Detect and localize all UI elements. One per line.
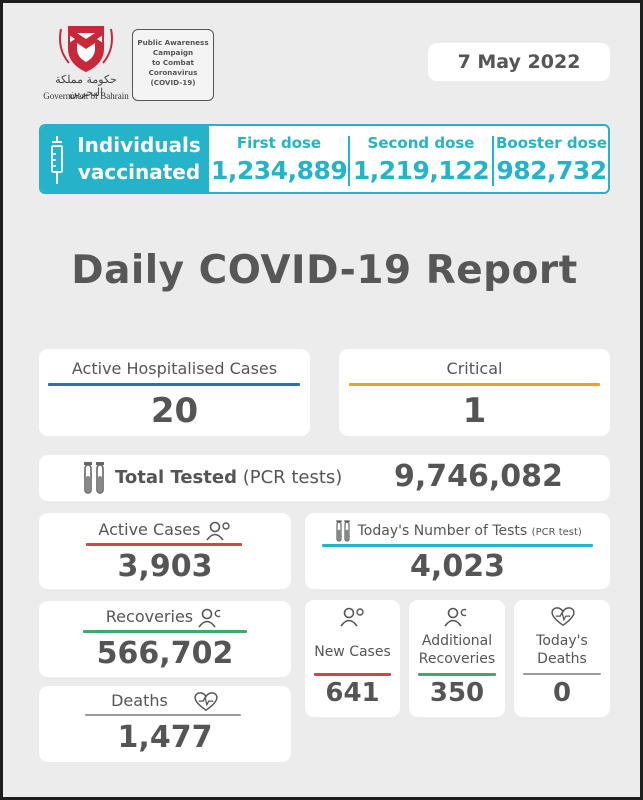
second-dose-label: Second dose (367, 134, 475, 152)
todays-tests-card: Today's Number of Tests (PCR test) 4,023 (305, 513, 610, 589)
deaths-card: Deaths 1,477 (39, 686, 291, 762)
first-dose-value: 1,234,889 (211, 156, 348, 185)
campaign-line: to Combat (151, 58, 194, 67)
vaccination-title-line2: vaccinated (77, 160, 201, 184)
heart-pulse-icon (194, 691, 218, 711)
recoveries-label: Recoveries (105, 607, 194, 626)
people-icon (198, 608, 221, 627)
todays-deaths-bar (523, 673, 601, 675)
campaign-line: Coronavirus (148, 68, 198, 77)
new-cases-label: New Cases (314, 644, 391, 660)
dose-divider (348, 136, 350, 186)
hospitalised-value: 20 (150, 391, 199, 431)
test-tubes-icon (84, 462, 104, 494)
critical-card: Critical 1 (339, 349, 610, 436)
recoveries-value: 566,702 (96, 636, 234, 671)
recoveries-card: Recoveries 566,702 (39, 601, 291, 677)
vaccination-title-line1: Individuals (77, 133, 201, 157)
total-tested-label-group: Total Tested (PCR tests) (115, 467, 342, 488)
campaign-line: (COVID-19) (150, 78, 196, 87)
gov-arabic-text: حكومة مملكة البحرين (55, 73, 117, 99)
date-card: 7 May 2022 (428, 43, 610, 81)
todays-deaths-label-line1: Today's (536, 633, 588, 649)
vaccination-title-block: Individuals vaccinated (41, 126, 209, 192)
report-title: Daily COVID-19 Report (71, 248, 578, 293)
todays-tests-sublabel: (PCR test) (531, 527, 582, 538)
second-dose-value: 1,219,122 (352, 156, 490, 185)
recoveries-bar (83, 630, 247, 633)
additional-recoveries-value: 350 (429, 678, 485, 708)
first-dose-block: First dose 1,234,889 (211, 126, 348, 192)
first-dose-label: First dose (236, 134, 322, 152)
additional-recoveries-card: Additional Recoveries 350 (409, 600, 505, 717)
additional-recoveries-bar (418, 673, 496, 676)
people-icon (340, 607, 364, 627)
critical-label: Critical (446, 359, 503, 378)
heart-pulse-icon (551, 607, 575, 627)
todays-tests-label: Today's Number of Tests (357, 523, 528, 539)
total-tested-sublabel: (PCR tests) (242, 467, 343, 488)
active-cases-bar (86, 543, 242, 546)
todays-tests-bar (322, 544, 593, 547)
gov-english-text: Government of Bahrain (43, 91, 129, 101)
critical-value: 1 (462, 391, 487, 431)
campaign-line: Public Awareness (137, 38, 209, 47)
todays-tests-value: 4,023 (410, 549, 505, 584)
hospitalised-label: Active Hospitalised Cases (71, 359, 278, 378)
additional-recoveries-label: Additional Recoveries (409, 632, 505, 668)
people-icon (205, 521, 230, 540)
total-tested-value: 9,746,082 (394, 459, 563, 494)
additional-recoveries-label-line2: Recoveries (418, 651, 496, 667)
critical-bar (349, 383, 600, 386)
hospitalised-card: Active Hospitalised Cases 20 (39, 349, 310, 436)
new-cases-bar (314, 673, 391, 676)
todays-deaths-value: 0 (552, 678, 572, 708)
hospitalised-bar (48, 383, 300, 386)
total-tested-card: Total Tested (PCR tests) 9,746,082 (39, 455, 610, 501)
report-date: 7 May 2022 (457, 51, 581, 73)
bahrain-emblem-icon (59, 26, 113, 73)
booster-dose-block: Booster dose 982,732 (495, 126, 608, 192)
booster-dose-label: Booster dose (495, 134, 608, 152)
active-cases-label: Active Cases (98, 520, 201, 539)
syringe-icon (51, 136, 63, 184)
campaign-badge: Public Awareness Campaign to Combat Coro… (132, 29, 214, 101)
todays-deaths-label-line2: Deaths (537, 651, 587, 667)
dose-divider (492, 136, 494, 186)
active-cases-value: 3,903 (117, 549, 213, 584)
people-icon (444, 607, 467, 627)
active-cases-card: Active Cases 3,903 (39, 513, 291, 589)
vaccination-panel: Individuals vaccinated First dose 1,234,… (39, 124, 610, 194)
deaths-value: 1,477 (117, 720, 213, 755)
test-tubes-icon (336, 520, 350, 542)
additional-recoveries-label-line1: Additional (421, 633, 493, 649)
new-cases-value: 641 (325, 678, 380, 708)
deaths-label: Deaths (111, 691, 168, 710)
todays-deaths-label: Today's Deaths (514, 632, 610, 668)
todays-deaths-card: Today's Deaths 0 (514, 600, 610, 717)
total-tested-label: Total Tested (115, 467, 237, 488)
booster-dose-value: 982,732 (496, 156, 607, 185)
second-dose-block: Second dose 1,219,122 (351, 126, 491, 192)
government-logo: حكومة مملكة البحرين Government of Bahrai… (39, 23, 133, 105)
campaign-line: Campaign (152, 48, 194, 57)
new-cases-card: New Cases 641 (305, 600, 400, 717)
deaths-bar (85, 714, 241, 716)
